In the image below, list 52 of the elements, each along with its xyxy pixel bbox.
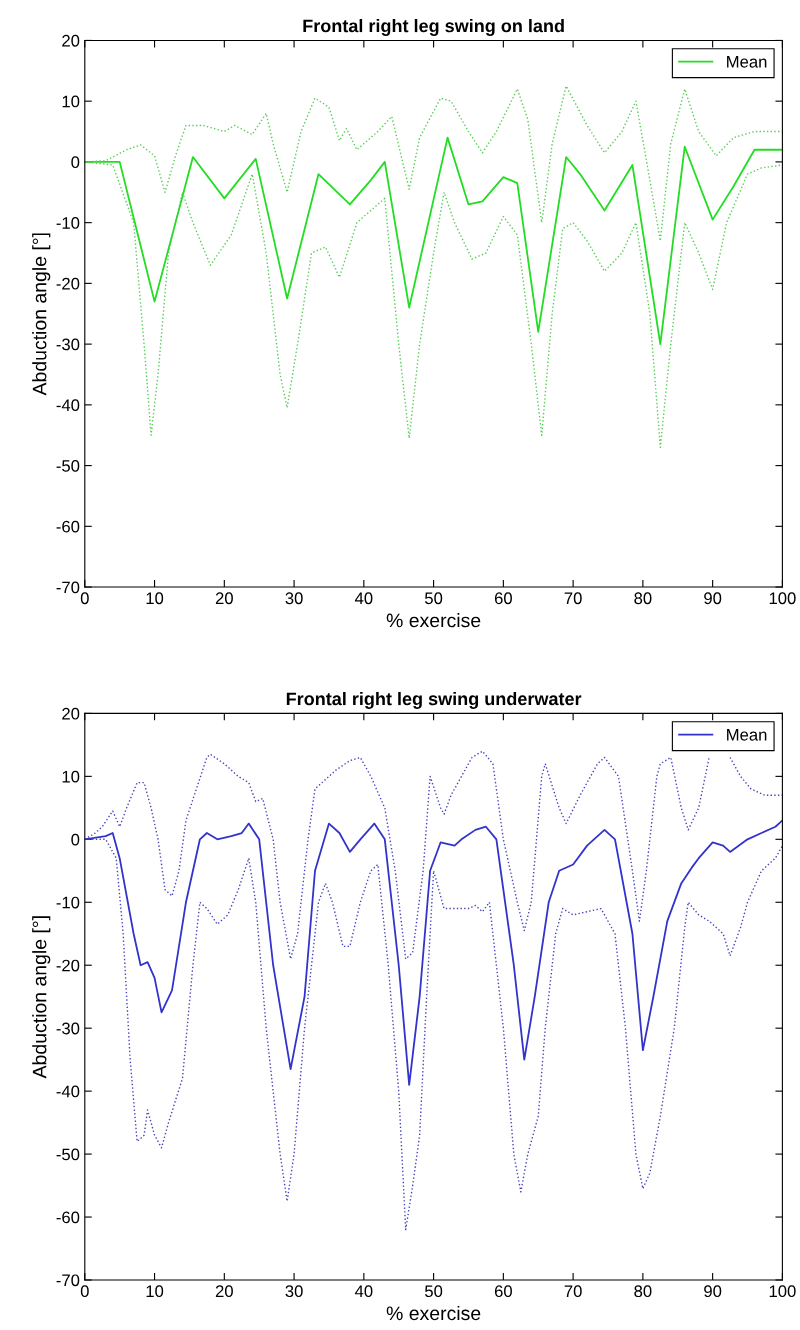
x-tick-label: 70 <box>564 592 582 605</box>
y-tick-label: 0 <box>71 156 80 169</box>
line-series <box>84 136 783 346</box>
y-axis-title: Abduction angle [°] <box>32 233 51 396</box>
x-tick-label: 90 <box>704 1285 722 1298</box>
x-axis-title: % exercise <box>386 1305 481 1321</box>
x-tick-label: 30 <box>285 1285 303 1298</box>
legend-label: Mean <box>727 729 767 741</box>
x-axis-title: % exercise <box>386 613 481 628</box>
y-tick-label: -10 <box>56 217 80 229</box>
y-tick-label: 0 <box>71 833 80 846</box>
x-tick-label: 50 <box>425 1285 443 1298</box>
x-tick-label: 40 <box>354 592 373 605</box>
x-tick-label: 70 <box>564 1285 582 1298</box>
y-tick-label: -30 <box>56 1022 80 1035</box>
y-tick-label: -70 <box>56 1274 80 1287</box>
y-tick-label: -70 <box>56 581 80 594</box>
y-axis-title: Abduction angle [°] <box>32 916 51 1079</box>
x-tick-label: 0 <box>80 1285 89 1298</box>
y-tick-label: -40 <box>56 1085 80 1098</box>
x-tick-label: 10 <box>146 1285 164 1298</box>
y-tick-label: 10 <box>62 770 80 783</box>
y-tick-label: 20 <box>62 707 80 720</box>
chart-title: Frontal right leg swing underwater <box>286 691 582 709</box>
x-tick-label: 20 <box>215 1285 233 1298</box>
y-tick-label: -40 <box>56 399 80 412</box>
x-tick-label: 0 <box>80 592 89 605</box>
chart-title: Frontal right leg swing on land <box>303 19 564 36</box>
y-tick-label: -60 <box>56 1211 80 1224</box>
y-tick-label: 20 <box>62 34 80 47</box>
x-tick-label: 30 <box>285 592 303 605</box>
y-tick-label: -20 <box>56 959 80 972</box>
x-tick-label: 60 <box>494 1285 512 1298</box>
y-tick-label: -50 <box>56 459 80 472</box>
x-tick-label: 90 <box>704 592 722 605</box>
x-tick-label: 80 <box>634 592 652 605</box>
y-tick-label: -60 <box>56 520 80 533</box>
y-tick-label: 10 <box>62 95 80 108</box>
y-tick-label: -20 <box>56 277 80 290</box>
x-tick-label: 100 <box>769 1285 796 1298</box>
y-tick-label: -10 <box>56 896 80 909</box>
y-tick-label: -50 <box>56 1148 80 1161</box>
legend-label: Mean <box>727 56 767 68</box>
line-series <box>84 819 783 1086</box>
y-tick-label: -30 <box>56 338 80 351</box>
x-tick-label: 100 <box>769 592 796 605</box>
x-tick-label: 50 <box>425 592 443 605</box>
x-tick-label: 40 <box>354 1285 373 1298</box>
x-tick-label: 10 <box>146 592 164 605</box>
x-tick-label: 80 <box>634 1285 652 1298</box>
x-tick-label: 20 <box>215 592 233 605</box>
x-tick-label: 60 <box>494 592 512 605</box>
